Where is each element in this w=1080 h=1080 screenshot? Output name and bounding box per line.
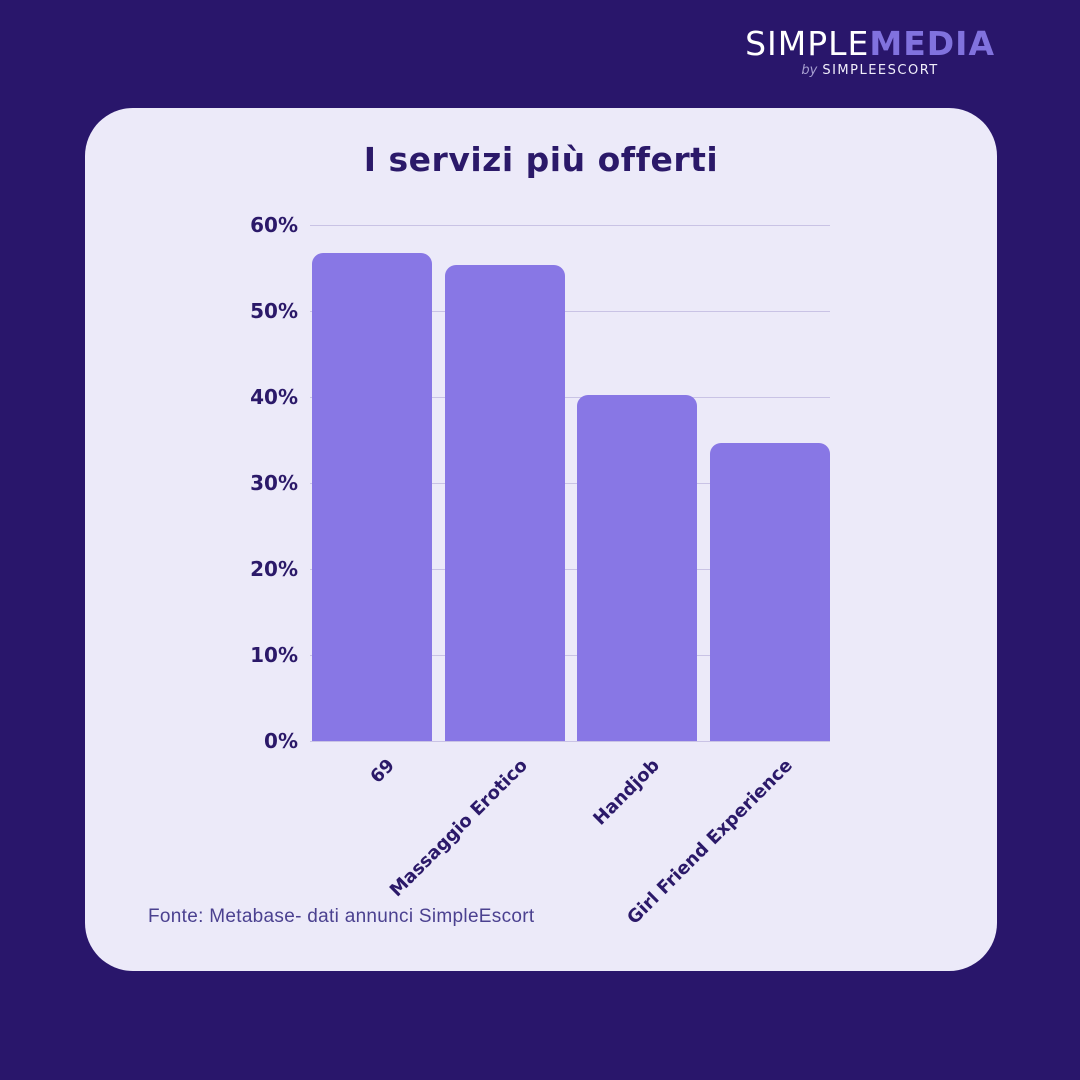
bar-1 [312, 253, 432, 741]
y-tick-label-50: 50% [250, 299, 298, 323]
gridline-50 [310, 310, 830, 312]
y-tick-label-0: 0% [264, 729, 298, 753]
gridline-40 [310, 396, 830, 398]
y-tick-label-10: 10% [250, 643, 298, 667]
x-tick-label-3: Handjob [589, 755, 664, 830]
brand-logo-media: MEDIA [869, 24, 995, 63]
x-tick-label-1: 69 [366, 755, 399, 788]
brand-logo-subtitle: by SIMPLEESCORT [745, 63, 995, 78]
gridline-20 [310, 568, 830, 570]
brand-logo-escort: SIMPLEESCORT [822, 63, 939, 79]
gridline-30 [310, 482, 830, 484]
source-note: Fonte: Metabase- dati annunci SimpleEsco… [148, 906, 535, 927]
plot-area: 69 Massaggio Erotico Handjob Girl Friend Ex… [310, 224, 830, 929]
y-tick-label-60: 60% [250, 213, 298, 237]
y-axis: 0% 10% 20% 30% 40% 50% 60% [85, 213, 298, 753]
gridline-0 [310, 740, 830, 742]
bar-2 [445, 265, 565, 741]
chart-card: I servizi più offerti 0% 10% 20% 30% 40% 50% 6… [85, 108, 997, 971]
chart-title: I servizi più offerti [363, 140, 719, 179]
brand-logo-by: by [801, 63, 818, 79]
brand-logo-simple: SIMPLE [745, 24, 870, 63]
y-tick-label-40: 40% [250, 385, 298, 409]
bar-4 [710, 443, 830, 741]
gridline-60 [310, 224, 830, 226]
y-tick-label-30: 30% [250, 471, 298, 495]
y-tick-label-20: 20% [250, 557, 298, 581]
bar-3 [577, 395, 697, 741]
brand-logo: SIMPLEMEDIA by SIMPLEESCORT [745, 24, 995, 78]
brand-logo-wordmark: SIMPLEMEDIA [745, 24, 995, 63]
gridline-10 [310, 654, 830, 656]
